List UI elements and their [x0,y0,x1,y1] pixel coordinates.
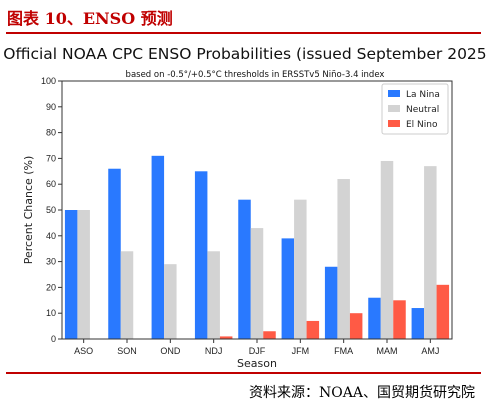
bar-neutral [207,251,220,339]
bar-la-nina [368,297,381,339]
x-tick-label: DJF [249,346,266,356]
bar-la-nina [194,171,208,339]
bar-el-nino [219,336,233,339]
bars [64,155,450,339]
bar-la-nina [108,168,121,339]
bar-neutral [120,251,134,339]
x-tick-label: MAM [377,346,398,356]
bar-neutral [424,166,437,339]
chart-subtitle: based on -0.5°/+0.5°C thresholds in ERSS… [126,70,385,80]
legend-label: El Nino [406,120,438,130]
legend: La Nina Neutral El Nino [381,83,449,135]
bar-el-nino [306,320,320,339]
x-tick-label: JFM [292,346,310,356]
y-tick-label: 20 [46,282,56,292]
bar-la-nina [281,238,295,339]
x-tick-label: SON [117,346,137,356]
x-tick-label: AMJ [421,346,439,356]
y-tick-label: 40 [46,231,56,241]
y-tick-label: 90 [46,102,56,112]
legend-swatch [388,90,400,97]
enso-probability-chart: Official NOAA CPC ENSO Probabilities (is… [3,45,487,370]
y-tick-label: 80 [46,128,56,138]
x-tick-label: OND [160,346,181,356]
x-axis-label: Season [237,357,277,370]
header-rule [6,32,481,34]
legend-swatch [388,105,400,112]
bar-el-nino [436,284,450,339]
bar-neutral [294,199,307,339]
bar-neutral [337,179,350,339]
bar-el-nino [393,300,406,339]
y-tick-label: 10 [46,308,56,318]
y-tick-label: 70 [46,153,56,163]
y-tick-label: 50 [46,205,56,215]
y-tick-label: 0 [51,334,56,344]
footer-rule [6,372,481,374]
chart-title: Official NOAA CPC ENSO Probabilities (is… [3,45,487,63]
bar-neutral [77,210,90,339]
legend-label: Neutral [406,105,439,115]
x-tick-label: ASO [74,346,93,356]
bar-la-nina [324,266,338,339]
bar-la-nina [64,210,78,339]
y-tick-label: 100 [41,76,56,86]
report-header: 图表 10、ENSO 预测 [0,0,487,36]
bar-la-nina [151,155,165,339]
bar-el-nino [349,313,363,339]
bar-neutral [380,160,394,339]
x-tick-label: FMA [334,346,353,356]
source-note: 资料来源：NOAA、国贸期货研究院 [249,385,475,401]
bar-neutral [250,228,264,339]
y-tick-label: 30 [46,257,56,267]
y-axis-label: Percent Chance (%) [22,156,35,265]
y-tick-label: 60 [46,179,56,189]
x-tick-label: NDJ [205,346,223,356]
legend-swatch [388,120,400,127]
report-title: 图表 10、ENSO 预测 [7,9,173,28]
x-axis-ticks: ASO SON OND NDJ DJF JFM FMA MAM AMJ [74,339,439,356]
bar-el-nino [263,331,276,339]
bar-neutral [164,264,177,339]
legend-label: La Nina [406,90,440,100]
y-axis-ticks: 0 10 20 30 40 50 60 70 80 90 100 [41,76,62,344]
bar-la-nina [238,199,251,339]
bar-la-nina [411,308,425,339]
